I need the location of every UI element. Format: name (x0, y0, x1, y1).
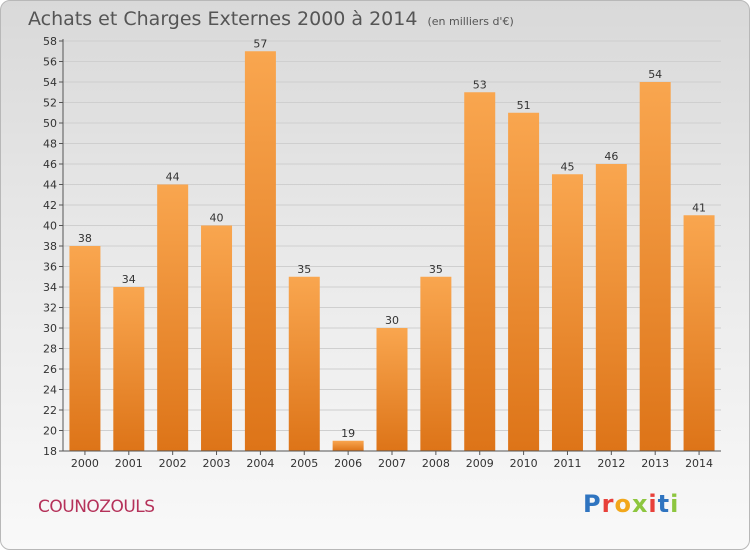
y-tick-label: 56 (43, 56, 57, 69)
y-tick-label: 46 (43, 158, 57, 171)
y-tick-label: 52 (43, 97, 57, 110)
bar (595, 164, 627, 451)
x-tick-label: 2005 (290, 457, 318, 470)
y-tick-label: 58 (43, 35, 57, 48)
bar (288, 276, 320, 451)
labels: 18 20 22 24 26 28 30 32 34 36 38 40 42 44 46 48 50 52 54 56… (43, 35, 713, 470)
bar (551, 174, 583, 451)
bar-value-label: 34 (122, 273, 136, 286)
x-tick-label: 2000 (71, 457, 99, 470)
y-tick-label: 32 (43, 302, 57, 315)
y-tick-label: 40 (43, 220, 57, 233)
y-tick-label: 54 (43, 76, 57, 89)
x-tick-label: 2014 (685, 457, 713, 470)
y-tick-label: 42 (43, 199, 57, 212)
y-tick-label: 28 (43, 343, 57, 356)
bar-value-label: 44 (166, 171, 180, 184)
bar-value-label: 51 (517, 99, 531, 112)
y-tick-label: 34 (43, 281, 57, 294)
y-tick-label: 48 (43, 138, 57, 151)
chart-title-text: Achats et Charges Externes 2000 à 2014 (28, 8, 418, 30)
bar-value-label: 46 (604, 150, 618, 163)
bar-value-label: 35 (297, 263, 311, 276)
y-tick-label: 30 (43, 322, 57, 335)
x-tick-label: 2013 (641, 457, 669, 470)
bar (244, 51, 276, 451)
x-tick-label: 2002 (159, 457, 187, 470)
bars (69, 51, 715, 451)
logo-letter: P (583, 490, 602, 518)
chart-title: Achats et Charges Externes 2000 à 2014 (e… (28, 8, 514, 30)
bar-value-label: 41 (692, 201, 706, 214)
logo-letter: t (657, 490, 671, 518)
bar (508, 112, 540, 451)
x-tick-label: 2011 (553, 457, 581, 470)
bar-value-label: 45 (560, 160, 574, 173)
bar (69, 246, 101, 451)
y-tick-label: 24 (43, 384, 57, 397)
bar (464, 92, 496, 451)
logo-letter: i (648, 490, 658, 518)
x-tick-label: 2004 (246, 457, 274, 470)
commune-name: COUNOZOULS (38, 497, 155, 517)
x-tick-label: 2006 (334, 457, 362, 470)
logo-letter: x (631, 490, 649, 518)
bar-value-label: 19 (341, 427, 355, 440)
bar-value-label: 53 (473, 78, 487, 91)
y-tick-label: 20 (43, 425, 57, 438)
bar (376, 328, 408, 451)
bar (639, 82, 671, 451)
bar (683, 215, 715, 451)
x-tick-label: 2010 (510, 457, 538, 470)
logo-letter: o (614, 490, 632, 518)
bar-value-label: 38 (78, 232, 92, 245)
axes (59, 39, 721, 455)
y-tick-label: 18 (43, 445, 57, 458)
proxiti-logo: Proxiti (583, 490, 679, 518)
y-tick-label: 44 (43, 179, 57, 192)
x-tick-label: 2007 (378, 457, 406, 470)
y-tick-label: 38 (43, 240, 57, 253)
bar-value-label: 57 (253, 37, 267, 50)
x-tick-label: 2001 (115, 457, 143, 470)
bar (157, 184, 189, 451)
chart-unit: (en milliers d'€) (427, 15, 514, 28)
x-tick-label: 2008 (422, 457, 450, 470)
x-tick-label: 2003 (203, 457, 231, 470)
y-tick-label: 50 (43, 117, 57, 130)
y-tick-label: 22 (43, 404, 57, 417)
bar (113, 287, 145, 451)
bar-value-label: 30 (385, 314, 399, 327)
bar (332, 440, 364, 451)
x-tick-label: 2012 (597, 457, 625, 470)
bar-value-label: 40 (210, 212, 224, 225)
bar (420, 276, 452, 451)
logo-letter: r (601, 490, 615, 518)
y-tick-label: 36 (43, 261, 57, 274)
bar (201, 225, 233, 451)
bar-value-label: 54 (648, 68, 662, 81)
logo-letter: i (670, 490, 680, 518)
y-tick-label: 26 (43, 363, 57, 376)
bar-value-label: 35 (429, 263, 443, 276)
x-tick-label: 2009 (466, 457, 494, 470)
